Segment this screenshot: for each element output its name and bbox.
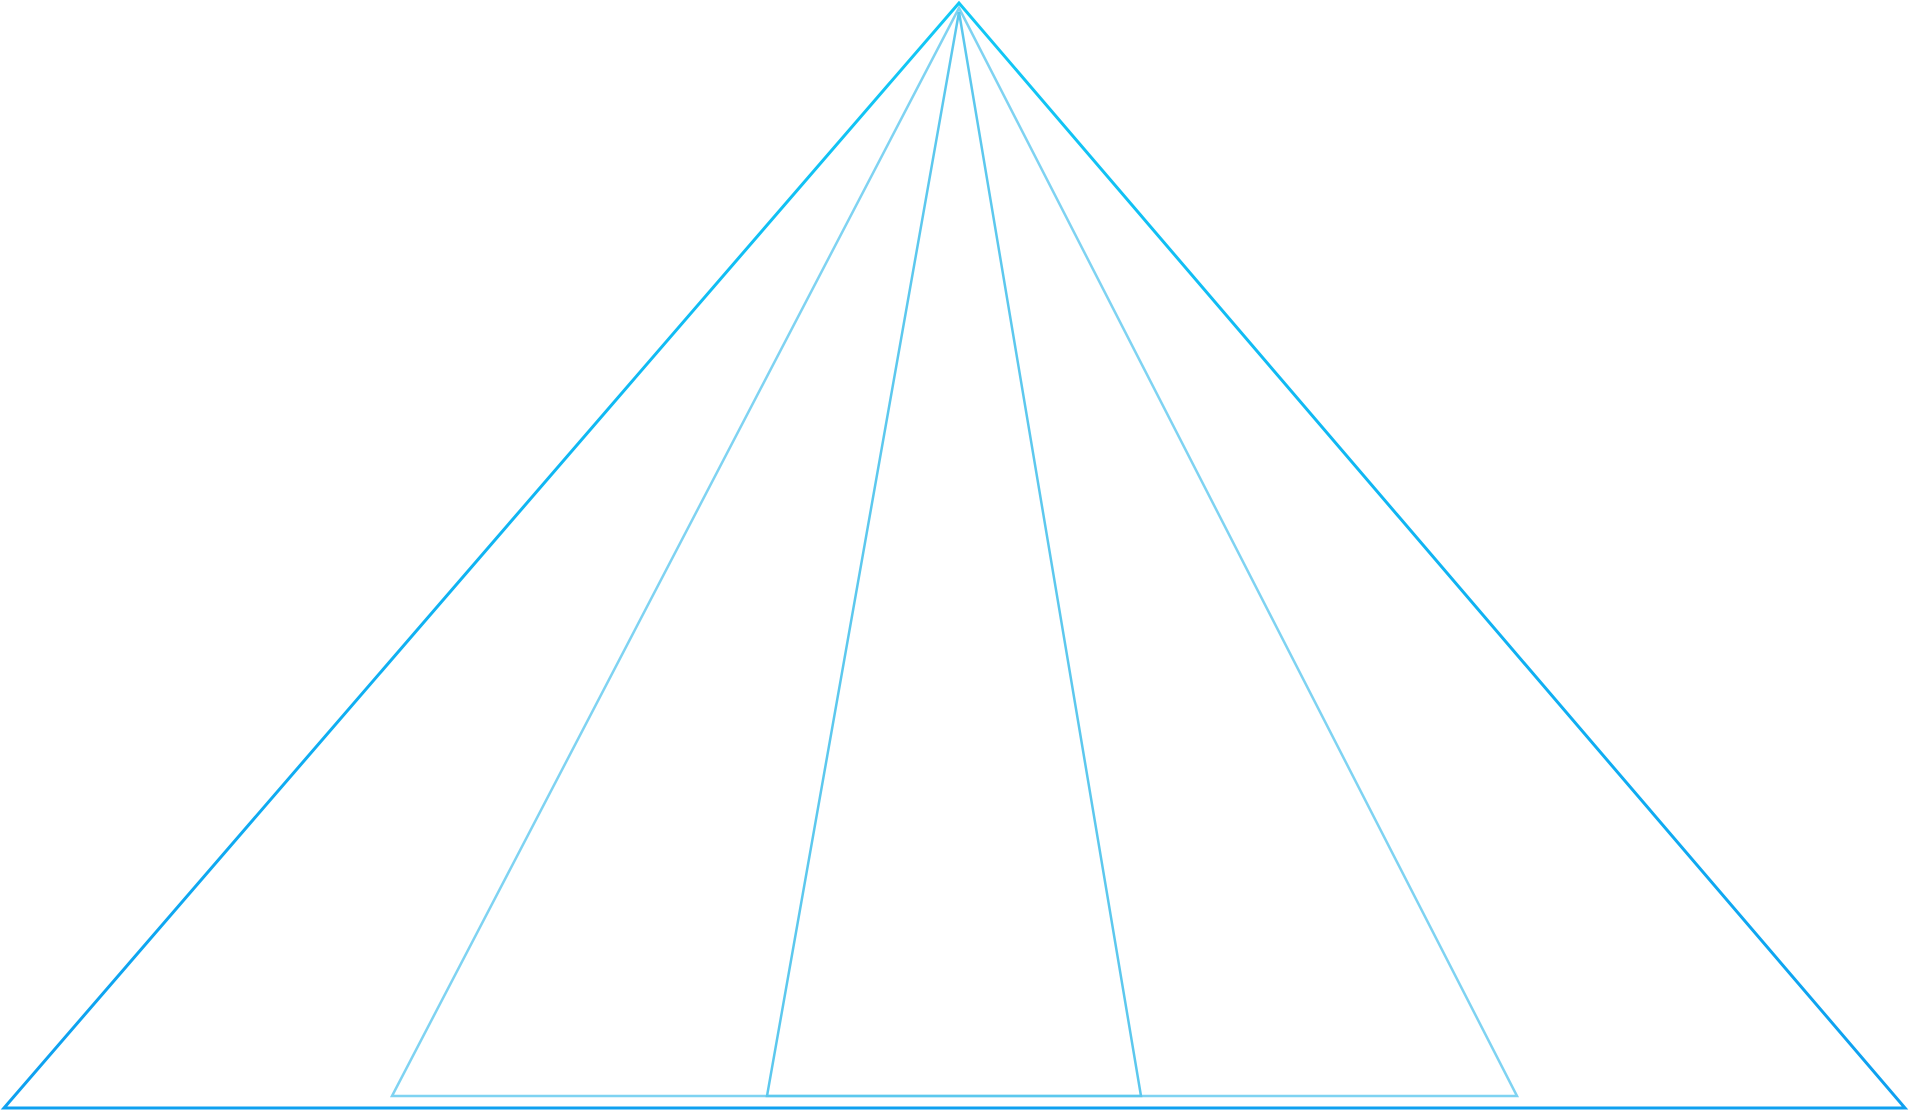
middle-triangle [389, 5, 1520, 1098]
inner-triangle [765, 11, 1143, 1098]
